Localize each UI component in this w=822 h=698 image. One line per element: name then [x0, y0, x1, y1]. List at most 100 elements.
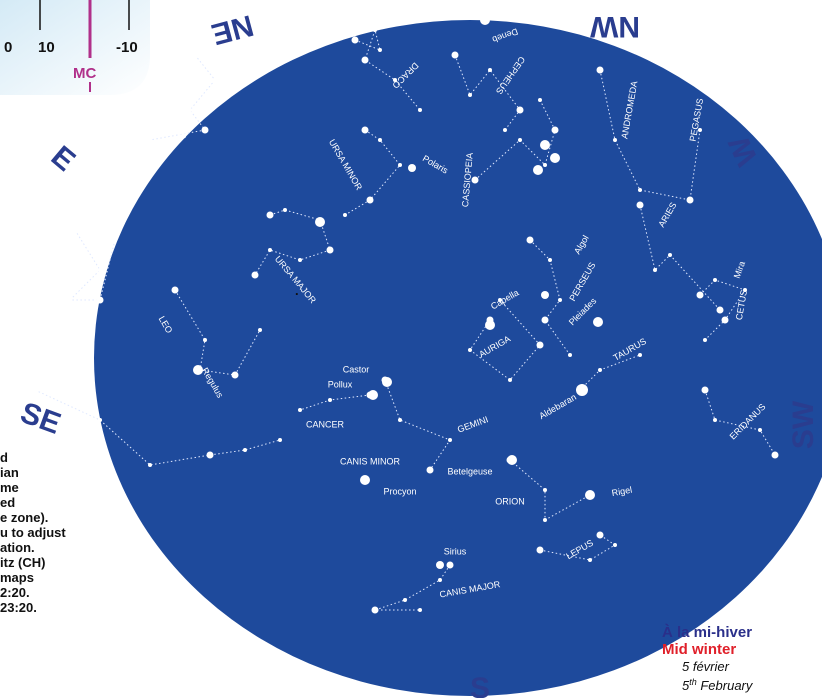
star	[568, 353, 572, 357]
star	[203, 338, 207, 342]
star	[251, 271, 259, 279]
star	[188, 108, 192, 112]
constellation-line	[344, 129, 401, 216]
star	[698, 128, 702, 132]
star	[771, 451, 779, 459]
star	[148, 138, 152, 142]
bright-star	[382, 377, 392, 387]
constellation-line	[469, 299, 541, 381]
direction-label: E	[45, 140, 82, 178]
sky-label: ORION	[495, 496, 525, 506]
sky-label: Betelgeuse	[447, 466, 492, 476]
sky-label: Pollux	[328, 379, 353, 389]
scale-mark: MC	[73, 65, 96, 82]
star	[536, 546, 544, 554]
star	[206, 451, 214, 459]
direction-label: NW	[589, 10, 640, 43]
constellation-line	[509, 459, 591, 521]
bright-star	[408, 164, 416, 172]
star	[268, 248, 272, 252]
side-text: ed	[0, 495, 15, 510]
direction-label: S	[470, 672, 490, 698]
side-text: ation.	[0, 540, 35, 555]
side-text: .	[295, 283, 299, 298]
sky-label: CANCER	[306, 419, 345, 429]
star	[351, 36, 359, 44]
star	[418, 108, 422, 112]
sky-label: Sirius	[444, 546, 467, 556]
constellation-line	[34, 389, 281, 466]
scale-label: 0	[4, 39, 12, 56]
constellation-line	[374, 564, 451, 611]
star	[653, 268, 657, 272]
star	[551, 126, 559, 134]
side-text: u to adjust	[0, 525, 66, 540]
star	[598, 368, 602, 372]
star	[98, 268, 102, 272]
side-text: d	[0, 450, 8, 465]
star	[548, 258, 552, 262]
bright-star	[550, 153, 560, 163]
date-sup: th	[689, 677, 697, 687]
star	[68, 298, 72, 302]
bright-star	[436, 561, 444, 569]
star	[638, 353, 642, 357]
caption-en: Mid winter	[662, 641, 736, 658]
bright-star	[485, 320, 495, 330]
scale-box	[0, 0, 150, 95]
date-fr: 5 février	[682, 659, 730, 674]
scale-label: 10	[38, 39, 55, 56]
star	[596, 66, 604, 74]
star	[371, 606, 379, 614]
star	[508, 378, 512, 382]
star	[721, 316, 729, 324]
star	[298, 258, 302, 262]
direction-label: SE	[16, 396, 65, 441]
constellation-line	[384, 379, 451, 471]
star	[96, 296, 104, 304]
constellation-line	[454, 54, 521, 131]
star	[258, 328, 262, 332]
star	[373, 28, 377, 32]
star	[418, 608, 422, 612]
date-day: 5	[682, 678, 690, 693]
star	[326, 246, 334, 254]
direction-label: NE	[208, 8, 257, 51]
star	[696, 291, 704, 299]
star	[451, 51, 459, 59]
star	[536, 341, 544, 349]
star	[543, 163, 547, 167]
star	[343, 213, 347, 217]
star	[743, 288, 747, 292]
star	[686, 196, 694, 204]
star	[448, 438, 452, 442]
direction-label: SW	[787, 400, 820, 449]
bright-star	[315, 217, 325, 227]
star	[613, 543, 617, 547]
constellation-line	[529, 239, 571, 356]
bright-star	[593, 317, 603, 327]
star	[361, 56, 369, 64]
star	[438, 578, 442, 582]
bright-star	[507, 455, 517, 465]
date-en: 5th February	[682, 677, 754, 693]
star	[526, 236, 534, 244]
star	[716, 306, 724, 314]
star	[71, 226, 79, 234]
star	[283, 208, 287, 212]
star	[298, 408, 302, 412]
sky-label: BOOTES	[178, 101, 188, 139]
star	[636, 201, 644, 209]
bright-star	[193, 365, 203, 375]
sky-label: Castor	[343, 364, 370, 374]
star	[713, 418, 717, 422]
star	[543, 518, 547, 522]
sky-label: CANIS MINOR	[340, 456, 401, 466]
star	[201, 126, 209, 134]
side-text: e zone).	[0, 510, 48, 525]
constellation-line	[474, 99, 556, 181]
constellation-lines	[31, 15, 779, 614]
star	[366, 196, 374, 204]
side-text: maps	[0, 570, 34, 585]
